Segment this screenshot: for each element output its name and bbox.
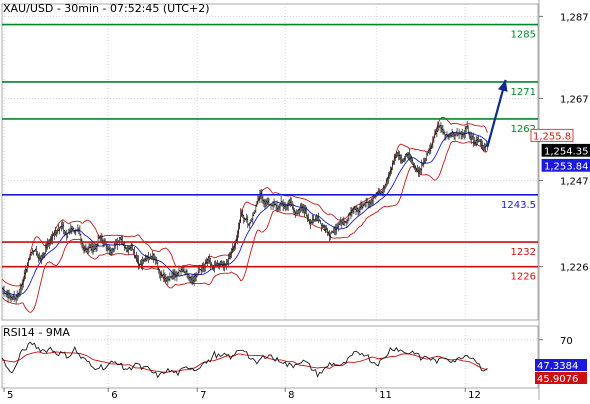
projection-arrow-head <box>497 79 508 92</box>
price-tag-label: 1,255.8 <box>533 131 571 142</box>
x-tick-label: 6 <box>111 390 117 400</box>
rsi-ma-line <box>1 351 488 374</box>
rsi-value-tag <box>535 359 587 372</box>
bollinger-upper-band <box>1 117 488 287</box>
x-tick-label: 7 <box>200 390 206 400</box>
price-tag <box>530 128 574 142</box>
rsi-plot-area <box>1 325 539 389</box>
rsi-value-tag <box>535 372 587 385</box>
level-label: 1271 <box>511 87 536 98</box>
rsi-title: RSI14 - 9MA <box>3 326 70 339</box>
rsi-line <box>1 341 488 379</box>
price-tag <box>541 158 590 172</box>
rsi-y-tick-label: 70 <box>560 336 573 347</box>
y-tick-label: 1,247 <box>560 176 589 187</box>
moving-average-line <box>1 131 488 296</box>
y-tick-label: 1,267 <box>560 94 589 105</box>
level-label: 1226 <box>511 272 536 283</box>
level-label: 1232 <box>511 247 536 258</box>
price-tag <box>541 143 590 157</box>
y-tick-label: 1,287 <box>560 12 589 23</box>
level-label: 1243.5 <box>501 200 536 211</box>
x-tick-label: 11 <box>379 390 392 400</box>
price-tag-label: 1,253.84 <box>544 161 589 172</box>
x-tick-label: 12 <box>468 390 481 400</box>
price-plot-area <box>1 3 539 321</box>
chart-title: XAU/USD - 30min - 07:52:45 (UTC+2) <box>3 2 210 15</box>
y-tick-label: 1,226 <box>560 263 589 274</box>
rsi-value-label: 47.3384 <box>537 361 578 372</box>
rsi-chart: 5 6 7 8 11 12 70 47.3384 45.9076 <box>1 325 587 401</box>
x-tick-label: 8 <box>288 390 294 400</box>
rsi-value-label: 45.9076 <box>537 374 578 385</box>
x-tick-label: 5 <box>7 390 13 400</box>
level-label: 1262 <box>511 124 536 135</box>
level-label: 1285 <box>511 30 536 41</box>
projection-arrow-line <box>486 79 507 148</box>
price-tag-label: 1,254.35 <box>544 146 589 157</box>
